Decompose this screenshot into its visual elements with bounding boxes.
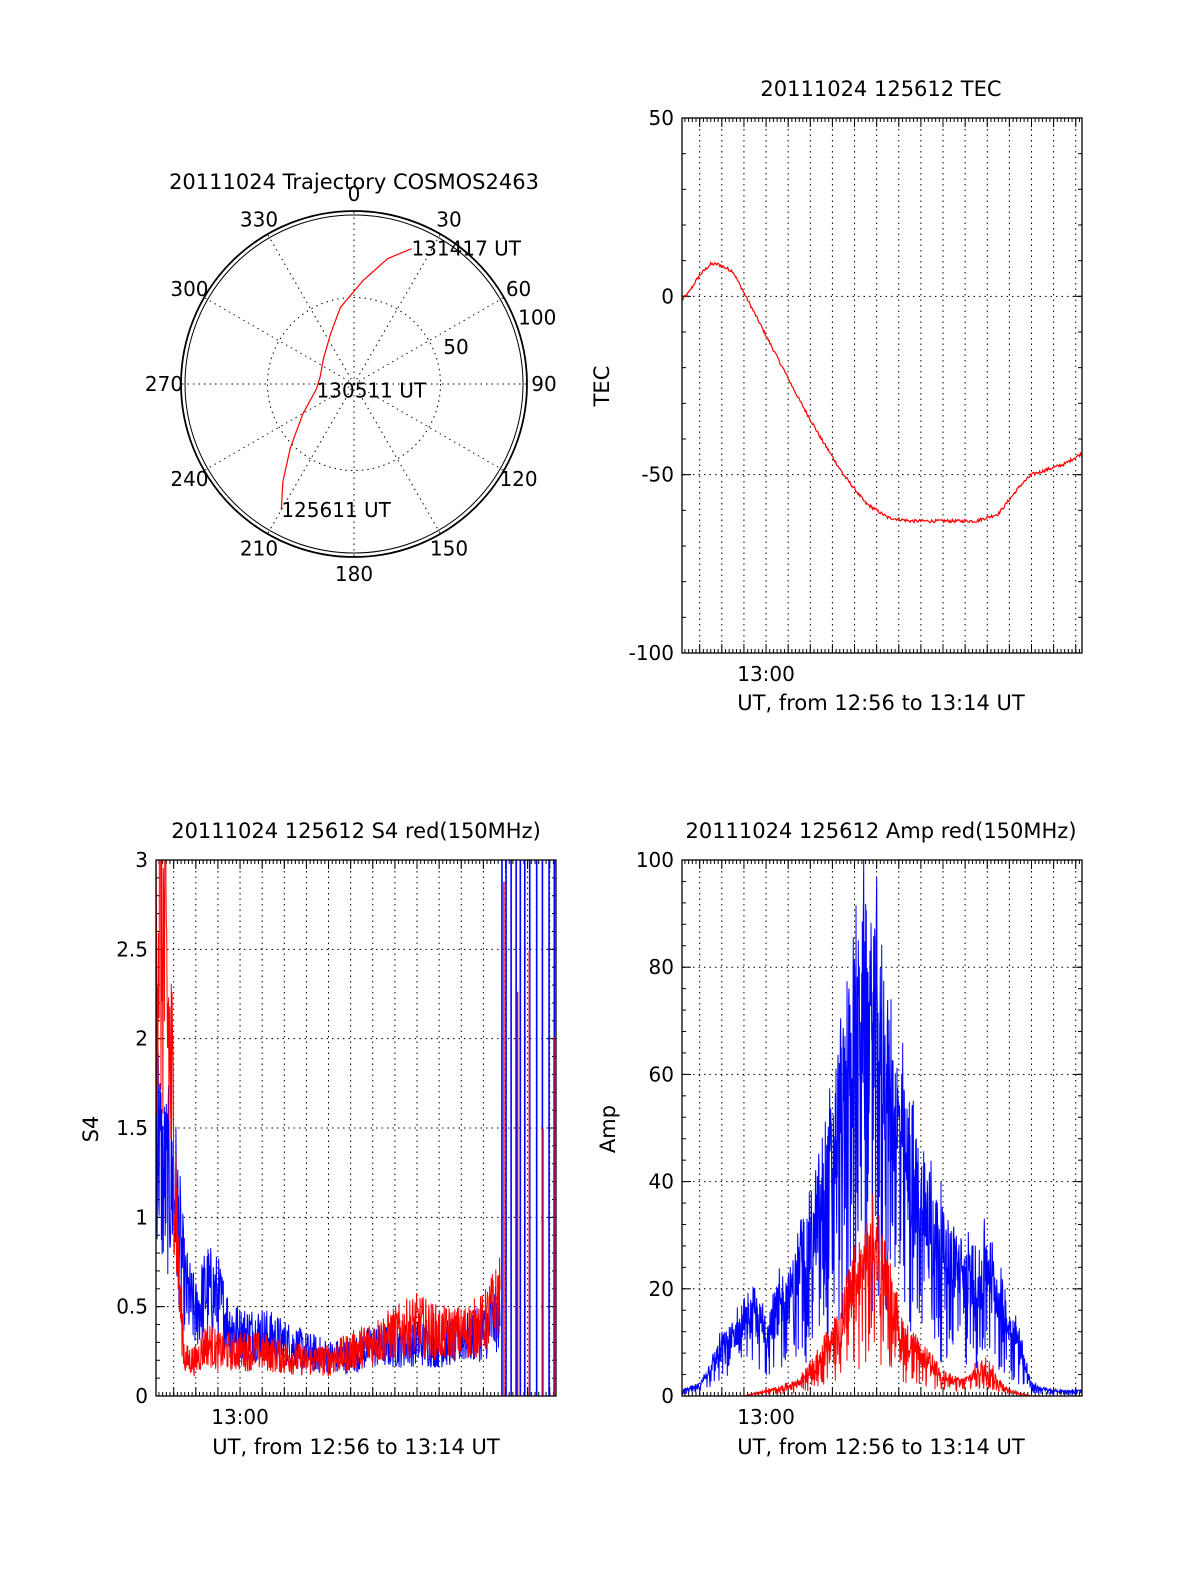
trajectory-annotation-2: 125611 UT <box>281 498 391 522</box>
tec-chart: 20111024 125612 TEC UT, from 12:56 to 13… <box>590 77 1083 715</box>
y-tick-label: 1 <box>135 1205 148 1229</box>
x-tick-label: 13:00 <box>211 1405 269 1429</box>
s4-chart-title: 20111024 125612 S4 red(150MHz) <box>171 819 541 843</box>
polar-outer-ring-inner <box>184 214 524 554</box>
trajectory-time-annotations: 131417 UT 130511 UT 125611 UT <box>281 237 521 522</box>
y-tick-label: 0 <box>135 1384 148 1408</box>
y-tick-label: 3 <box>135 848 148 872</box>
polar-spoke-240 <box>203 383 355 471</box>
y-tick-label: 2.5 <box>116 937 148 961</box>
y-tick-label: -100 <box>629 641 674 665</box>
azimuth-label-240: 240 <box>170 467 208 491</box>
amp-y-axis-label: Amp <box>596 1105 620 1153</box>
trajectory-line <box>280 248 412 510</box>
amp-x-axis-label: UT, from 12:56 to 13:14 UT <box>737 1435 1025 1459</box>
tec-plot-frame <box>681 117 1083 654</box>
y-tick-label: -50 <box>641 463 674 487</box>
amp-chart-title: 20111024 125612 Amp red(150MHz) <box>685 819 1076 843</box>
polar-spoke-60 <box>353 297 505 385</box>
y-tick-label: 40 <box>649 1170 674 1194</box>
azimuth-label-0: 0 <box>348 182 361 206</box>
y-tick-label: 1.5 <box>116 1116 148 1140</box>
polar-spoke-150 <box>353 383 441 535</box>
s4-y-axis-label: S4 <box>79 1116 103 1143</box>
polar-spoke-330 <box>267 233 355 385</box>
y-tick-label: 50 <box>649 106 674 130</box>
polar-ring-50 <box>267 297 441 471</box>
y-tick-label: 0 <box>661 284 674 308</box>
azimuth-label-330: 330 <box>240 207 278 231</box>
s4-saturated-region <box>501 860 556 1396</box>
trajectory-chart-title: 20111024 Trajectory COSMOS2463 <box>169 170 539 194</box>
amp-series-blue <box>682 860 1082 1396</box>
radial-label-50: 50 <box>443 335 468 359</box>
x-tick-label: 13:00 <box>737 1405 795 1429</box>
polar-spoke-30 <box>353 233 441 385</box>
y-tick-label: 80 <box>649 955 674 979</box>
y-tick-label: 60 <box>649 1062 674 1086</box>
azimuth-label-120: 120 <box>499 467 537 491</box>
tec-series-red <box>682 261 1082 524</box>
amp-plot-frame <box>681 859 1083 1397</box>
y-tick-label: 100 <box>636 848 674 872</box>
tec-chart-title: 20111024 125612 TEC <box>760 77 1001 101</box>
s4-plot-frame <box>155 859 557 1397</box>
s4-chart: 20111024 125612 S4 red(150MHz) UT, from … <box>79 819 557 1459</box>
tec-y-axis-label: TEC <box>590 366 614 408</box>
polar-radial-labels: 50 100 <box>443 305 556 359</box>
azimuth-label-300: 300 <box>170 277 208 301</box>
azimuth-label-210: 210 <box>240 537 278 561</box>
tec-x-axis-label: UT, from 12:56 to 13:14 UT <box>737 691 1025 715</box>
y-tick-label: 2 <box>135 1027 148 1051</box>
trajectory-annotation-0: 131417 UT <box>411 237 521 261</box>
radial-label-100: 100 <box>518 305 556 329</box>
azimuth-label-90: 90 <box>531 372 556 396</box>
azimuth-label-60: 60 <box>506 277 531 301</box>
amp-chart: 20111024 125612 Amp red(150MHz) UT, from… <box>596 819 1083 1459</box>
trajectory-polar-chart: 20111024 Trajectory COSMOS2463 0 30 60 90 12… <box>145 170 557 586</box>
y-tick-label: 20 <box>649 1277 674 1301</box>
trajectory-annotation-1: 130511 UT <box>317 379 427 403</box>
polar-azimuth-labels: 0 30 60 90 120 150 180 210 240 270 300 330 <box>145 182 557 586</box>
azimuth-label-30: 30 <box>436 207 461 231</box>
polar-outer-ring <box>180 210 528 558</box>
amp-series-red <box>682 1193 1082 1396</box>
y-tick-label: 0 <box>661 1384 674 1408</box>
azimuth-label-150: 150 <box>430 537 468 561</box>
x-tick-label: 13:00 <box>737 662 795 686</box>
polar-spoke-120 <box>353 383 505 471</box>
s4-series-red <box>156 860 501 1378</box>
y-tick-label: 0.5 <box>116 1295 148 1319</box>
azimuth-label-270: 270 <box>145 372 183 396</box>
polar-spoke-300 <box>203 297 355 385</box>
s4-x-axis-label: UT, from 12:56 to 13:14 UT <box>212 1435 500 1459</box>
azimuth-label-180: 180 <box>335 562 373 586</box>
